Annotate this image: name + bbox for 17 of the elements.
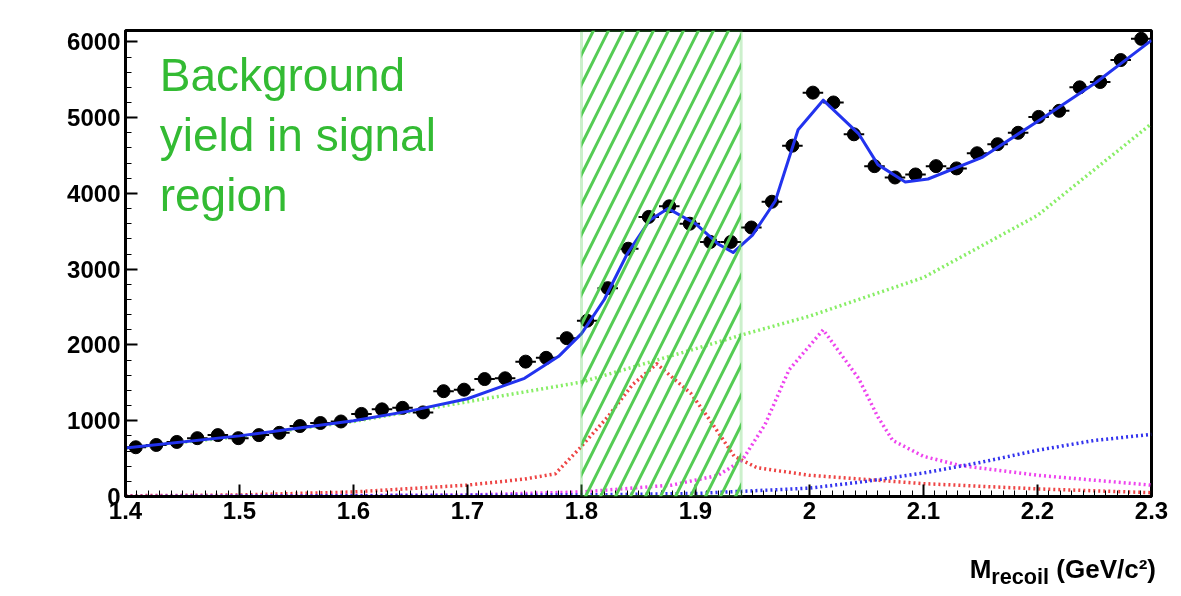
x-axis-title: M$_{recoil}$ (GeV/c²)	[969, 553, 1156, 592]
x-tick-label: 1.5	[222, 496, 257, 524]
y-tick-label: 4000	[67, 179, 121, 207]
x-tick-label: 1.7	[450, 496, 485, 524]
y-tick-label: 2000	[67, 331, 121, 359]
x-tick-label: 2	[802, 496, 817, 524]
y-tick-label: 6000	[67, 28, 121, 56]
x-tick-label: 2.1	[906, 496, 941, 524]
y-tick-label: 1000	[67, 407, 121, 435]
x-tick-label: 1.8	[564, 496, 599, 524]
annotation: Background yield in signal region	[159, 49, 436, 221]
x-tick-label: 2.3	[1134, 496, 1169, 524]
x-tick-label: 2.2	[1020, 496, 1055, 524]
x-tick-label: 1.6	[336, 496, 371, 524]
y-tick-label: 3000	[67, 255, 121, 283]
y-tick-label: 5000	[67, 104, 121, 132]
x-tick-label: 1.9	[678, 496, 713, 524]
